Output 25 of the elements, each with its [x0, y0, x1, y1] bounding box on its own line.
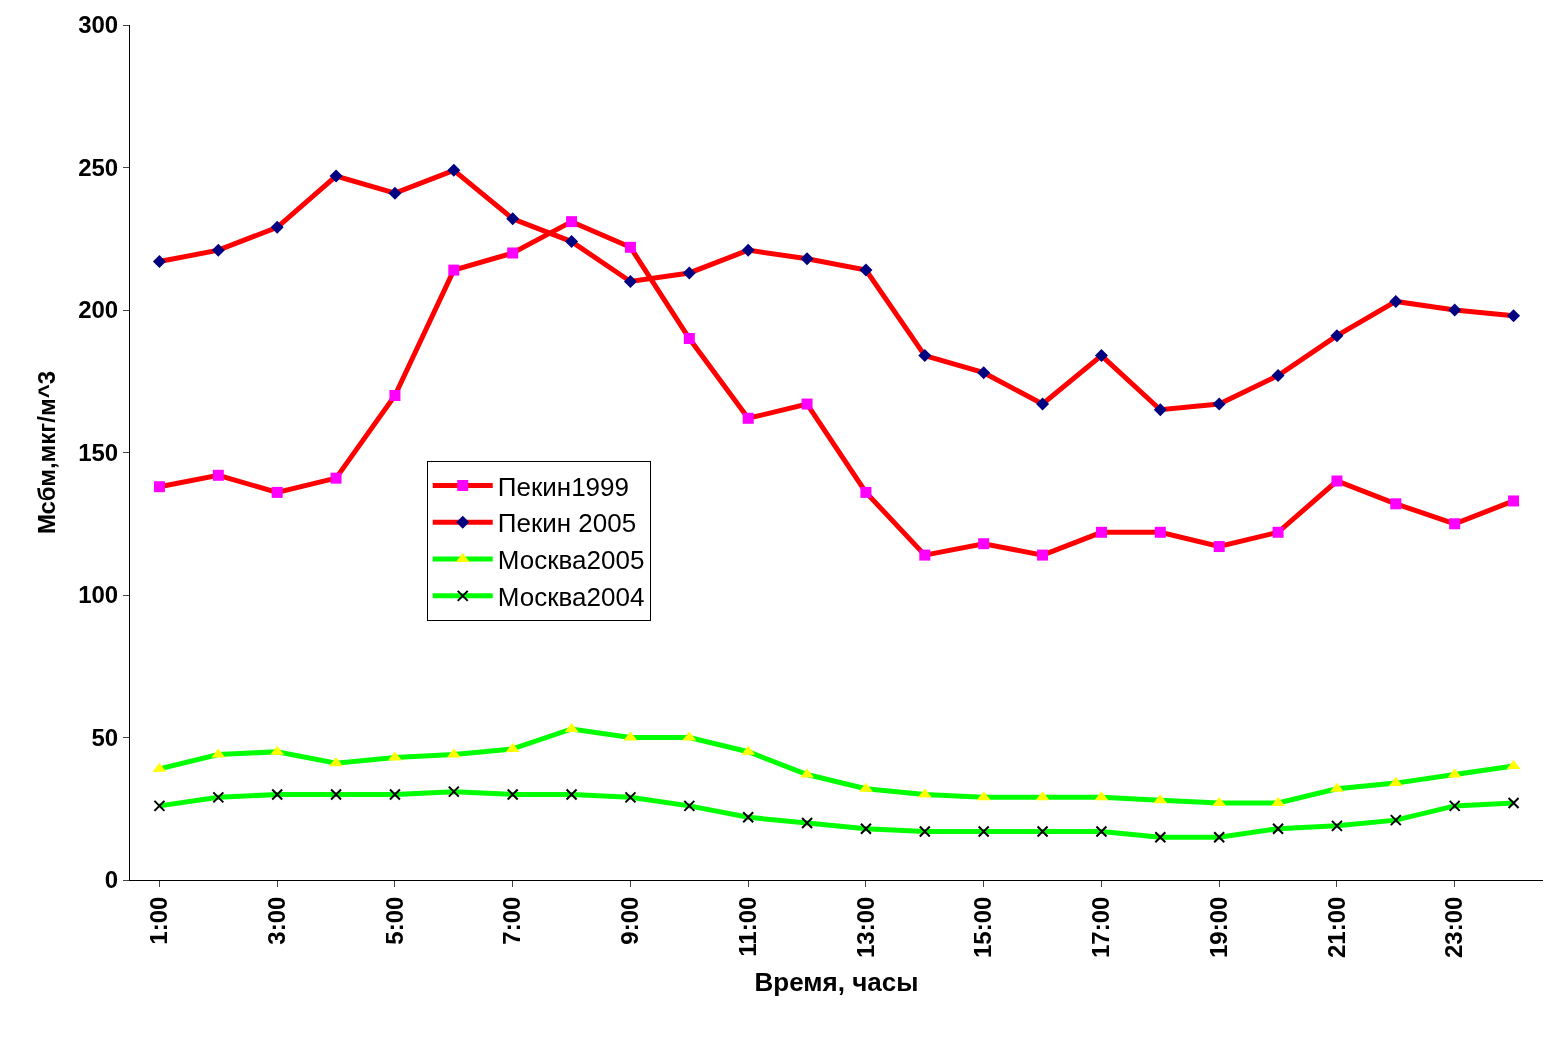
- x-tick-label: 11:00: [733, 896, 761, 957]
- x-tick-label: 1:00: [145, 896, 173, 945]
- x-tick-label: 19:00: [1204, 896, 1232, 958]
- y-tick-label: 150: [78, 438, 119, 466]
- x-tick-label: 5:00: [380, 896, 408, 945]
- legend-label: Пекин1999: [497, 471, 629, 502]
- y-tick-label: 50: [91, 723, 119, 751]
- x-tick-label: 3:00: [262, 896, 290, 945]
- y-tick-label: 200: [78, 296, 119, 324]
- y-axis-title: Мсбм,мкг/м^3: [33, 370, 61, 535]
- x-tick-label: 15:00: [969, 896, 997, 958]
- y-tick-label: 300: [78, 11, 119, 39]
- x-tick-label: 9:00: [616, 896, 644, 945]
- legend-label: Москва2005: [497, 545, 645, 576]
- x-tick-label: 13:00: [851, 896, 879, 958]
- x-tick-label: 7:00: [498, 896, 526, 945]
- y-tick-label: 100: [78, 581, 119, 609]
- y-tick-label: 0: [104, 866, 119, 894]
- y-tick-label: 250: [78, 153, 119, 181]
- x-tick-label: 21:00: [1322, 896, 1350, 958]
- legend-label: Москва2004: [497, 581, 645, 612]
- x-tick-label: 23:00: [1440, 896, 1468, 958]
- legend-label: Пекин 2005: [497, 508, 637, 539]
- x-tick-label: 17:00: [1087, 896, 1115, 958]
- x-axis-title: Время, часы: [754, 966, 919, 997]
